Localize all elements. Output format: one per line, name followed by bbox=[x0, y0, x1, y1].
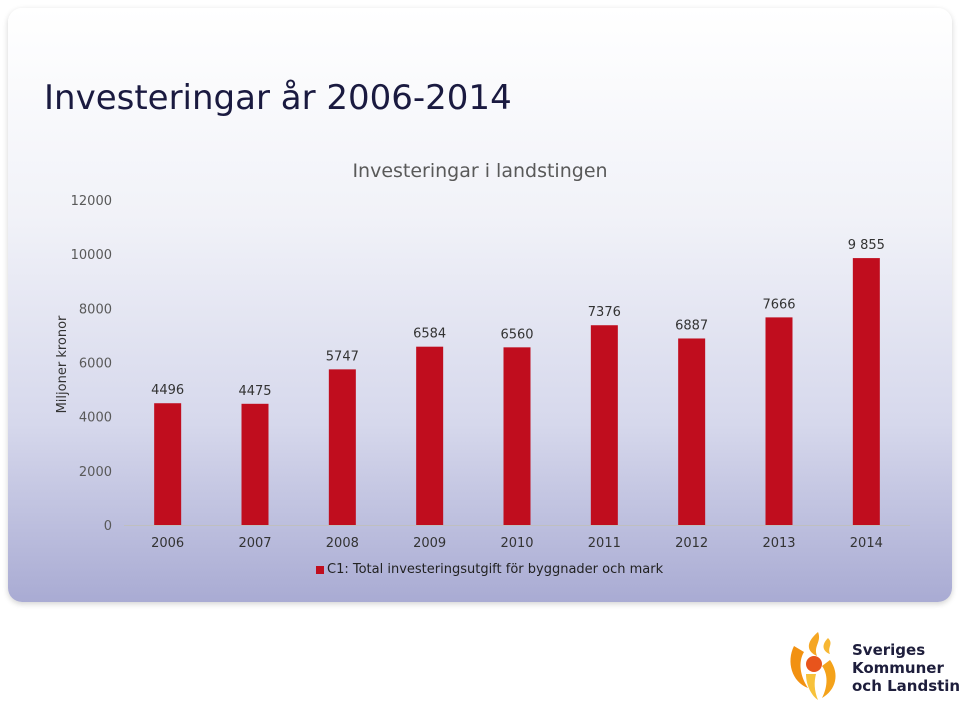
legend-label: C1: Total investeringsutgift för byggnad… bbox=[327, 562, 664, 577]
bar-2007 bbox=[241, 403, 269, 525]
bars bbox=[154, 258, 880, 525]
bar-2012 bbox=[678, 338, 706, 525]
bar-2010 bbox=[503, 347, 531, 525]
value-label-2011: 7376 bbox=[588, 305, 621, 320]
value-label-2008: 5747 bbox=[326, 349, 359, 364]
legend: C1: Total investeringsutgift för byggnad… bbox=[316, 562, 663, 577]
x-tick-label-2006: 2006 bbox=[151, 536, 184, 551]
bar-2014 bbox=[852, 258, 880, 525]
chart-title: Investeringar i landstingen bbox=[352, 160, 608, 182]
bar-2011 bbox=[590, 325, 618, 525]
x-tick-label-2011: 2011 bbox=[588, 536, 621, 551]
x-tick-label-2009: 2009 bbox=[413, 536, 446, 551]
x-tick-label-2007: 2007 bbox=[238, 536, 271, 551]
value-label-2014: 9 855 bbox=[848, 238, 885, 253]
x-axis-ticks: 2006 2007 2008 2009 2010 2011 2012 2013 2014 bbox=[151, 536, 883, 551]
y-tick-label: 8000 bbox=[79, 302, 112, 317]
skl-flame-figure-icon bbox=[790, 632, 836, 700]
logo-line-2: Kommuner bbox=[852, 659, 944, 677]
x-tick-label-2012: 2012 bbox=[675, 536, 708, 551]
y-axis-label: Miljoner kronor bbox=[55, 315, 70, 413]
value-label-2007: 4475 bbox=[238, 384, 271, 399]
legend-swatch bbox=[316, 565, 324, 574]
y-tick-label: 4000 bbox=[79, 411, 112, 426]
bar-2009 bbox=[416, 346, 444, 525]
bar-2013 bbox=[765, 317, 793, 525]
y-tick-label: 6000 bbox=[79, 357, 112, 372]
x-tick-label-2013: 2013 bbox=[762, 536, 795, 551]
y-tick-label: 0 bbox=[104, 519, 112, 534]
value-label-2006: 4496 bbox=[151, 383, 184, 398]
bar-chart: 0 2000 4000 6000 8000 10000 12000 Miljoner kro… bbox=[55, 194, 910, 551]
y-tick-label: 2000 bbox=[79, 465, 112, 480]
slide-title: Investeringar år 2006-2014 bbox=[44, 78, 512, 118]
logo-wordmark: Sveriges Kommuner och Landsting bbox=[852, 641, 960, 695]
y-tick-label: 12000 bbox=[71, 194, 112, 209]
logo-line-1: Sveriges bbox=[852, 641, 926, 659]
x-tick-label-2010: 2010 bbox=[500, 536, 533, 551]
value-labels: 4496 4475 5747 6584 6560 7376 6887 7666 9 855 bbox=[151, 238, 885, 399]
logo-line-3: och Landsting bbox=[852, 677, 960, 695]
y-axis-ticks: 0 2000 4000 6000 8000 10000 12000 bbox=[71, 194, 112, 534]
x-tick-label-2014: 2014 bbox=[850, 536, 883, 551]
value-label-2010: 6560 bbox=[500, 327, 533, 342]
value-label-2013: 7666 bbox=[762, 297, 795, 312]
value-label-2012: 6887 bbox=[675, 318, 708, 333]
y-tick-label: 10000 bbox=[71, 248, 112, 263]
bar-2008 bbox=[328, 369, 356, 525]
value-label-2009: 6584 bbox=[413, 327, 446, 342]
bar-2006 bbox=[154, 403, 182, 525]
x-tick-label-2008: 2008 bbox=[326, 536, 359, 551]
